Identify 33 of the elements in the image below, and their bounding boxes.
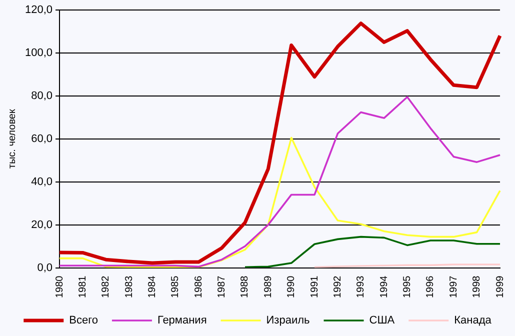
y-tick-label: 20,0 (31, 218, 53, 231)
x-tick-label: 1983 (124, 275, 135, 298)
x-tick-label: 1980 (54, 275, 66, 298)
y-tick-label: 100,0 (24, 46, 53, 59)
x-tick-label: 1992 (332, 275, 344, 298)
x-tick-label: 1989 (262, 275, 274, 298)
x-tick-label: 1981 (77, 275, 88, 298)
x-tick-label: 1985 (170, 275, 182, 298)
y-tick-label: 40,0 (31, 176, 53, 188)
x-tick-label: 1982 (100, 275, 112, 298)
x-tick-label: 1984 (147, 275, 158, 298)
legend-label: Канада (454, 314, 492, 327)
x-tick-label: 1997 (448, 275, 460, 298)
x-tick-label: 1993 (356, 275, 367, 298)
legend-label: Израиль (266, 314, 310, 327)
x-tick-label: 1996 (425, 275, 436, 298)
x-tick-label: 1994 (378, 275, 390, 298)
x-tick-label: 1998 (472, 275, 483, 298)
y-axis-title: тыс. человек (6, 108, 18, 169)
y-tick-label: 0,0 (37, 262, 53, 274)
x-tick-label: 1995 (402, 275, 414, 298)
legend-label: США (369, 314, 396, 327)
x-tick-label: 1988 (240, 275, 251, 298)
x-tick-label: 1991 (309, 275, 320, 298)
legend-label: Германия (157, 314, 207, 327)
x-tick-label: 1986 (193, 275, 204, 298)
y-tick-label: 60,0 (31, 132, 53, 145)
x-tick-label: 1987 (216, 275, 228, 298)
legend-label: Всего (69, 314, 98, 327)
y-tick-label: 80,0 (31, 90, 53, 102)
y-tick-label: 120,0 (24, 4, 53, 16)
x-tick-label: 1999 (494, 275, 506, 298)
x-tick-label: 1990 (286, 275, 298, 298)
